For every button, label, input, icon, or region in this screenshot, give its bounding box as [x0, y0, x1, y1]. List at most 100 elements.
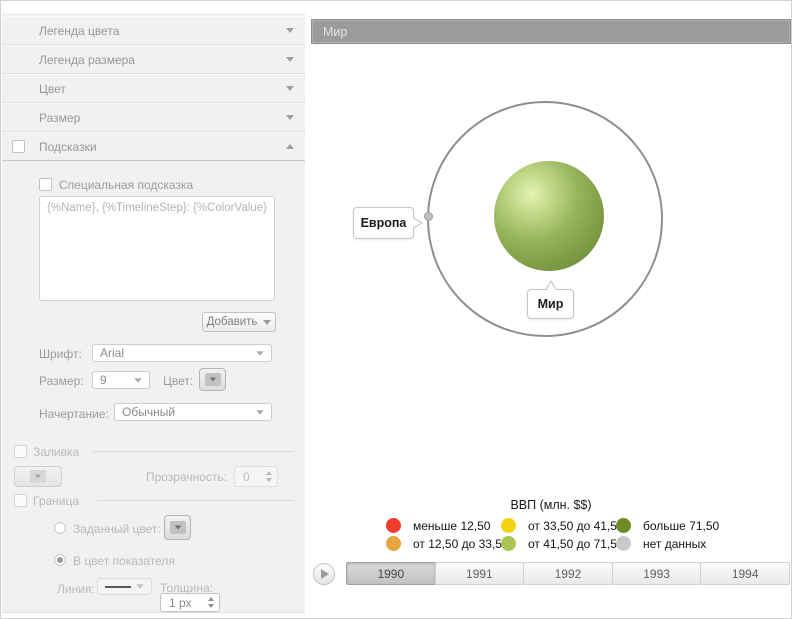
- opacity-value: 0: [243, 469, 250, 484]
- spinner-arrows: [208, 597, 214, 608]
- year-button-1993[interactable]: 1993: [611, 562, 702, 585]
- legend-dot: [501, 536, 516, 551]
- section-size[interactable]: Размер: [2, 103, 305, 132]
- border-divider: [97, 500, 294, 501]
- timeline: 1990 1991 1992 1993 1994: [346, 562, 790, 585]
- chevron-down-icon: [136, 584, 144, 589]
- chart-title-bar: Мир: [311, 19, 791, 44]
- legend-dot: [386, 518, 401, 533]
- legend-label: нет данных: [643, 537, 707, 551]
- fill-checkbox[interactable]: [14, 445, 27, 458]
- font-color-label: Цвет:: [163, 374, 194, 388]
- legend-label: больше 71,50: [643, 519, 720, 533]
- section-color-legend[interactable]: Легенда цвета: [2, 16, 305, 45]
- fill-divider: [92, 451, 294, 452]
- settings-panel: Легенда цвета Легенда размера Цвет Разме…: [2, 13, 305, 613]
- color-swatch: [30, 470, 46, 483]
- thickness-value: 1 px: [169, 595, 192, 610]
- legend-dot: [616, 536, 631, 551]
- spinner-down-icon[interactable]: [266, 478, 272, 482]
- chevron-down-icon: [256, 350, 264, 356]
- special-tooltip-label: Специальная подсказка: [59, 178, 194, 192]
- chevron-down-icon: [286, 28, 294, 33]
- custom-color-label: Заданный цвет:: [73, 522, 161, 536]
- opacity-label: Прозрачность:: [145, 470, 227, 484]
- section-label: Подсказки: [39, 139, 97, 154]
- opacity-spinner[interactable]: 0: [234, 466, 278, 487]
- europe-callout-label: Европа: [360, 216, 407, 230]
- border-checkbox[interactable]: [14, 494, 27, 507]
- indicator-color-radio[interactable]: [54, 554, 66, 566]
- world-callout[interactable]: Мир: [527, 280, 574, 319]
- section-size-legend[interactable]: Легенда размера: [2, 45, 305, 74]
- legend-label: меньше 12,50: [413, 519, 491, 533]
- europe-anchor-dot[interactable]: [424, 212, 433, 221]
- chevron-down-icon: [209, 377, 216, 382]
- world-callout-label: Мир: [537, 297, 564, 311]
- play-icon: [321, 569, 329, 579]
- font-select[interactable]: Arial: [92, 344, 272, 362]
- tooltips-checkbox[interactable]: [12, 140, 25, 153]
- spinner-up-icon[interactable]: [208, 597, 214, 601]
- legend-label: от 41,50 до 71,50: [528, 537, 624, 551]
- font-style-select[interactable]: Обычный: [114, 403, 272, 421]
- font-style-label: Начертание:: [39, 407, 109, 421]
- legend-dot: [501, 518, 516, 533]
- section-label: Легенда цвета: [39, 23, 120, 38]
- line-sample-icon: [105, 585, 131, 588]
- add-button-label: Добавить: [206, 316, 258, 328]
- font-size-label: Размер:: [39, 374, 84, 388]
- tooltip-template-input[interactable]: {%Name}, {%TimelineStep}: {%ColorValue}: [39, 196, 275, 301]
- europe-callout[interactable]: Европа: [353, 207, 423, 239]
- chevron-up-icon: [286, 144, 294, 149]
- add-button[interactable]: Добавить: [202, 312, 276, 332]
- font-size-select[interactable]: 9: [92, 371, 150, 389]
- chart-title: Мир: [323, 24, 348, 39]
- color-swatch: [169, 521, 186, 534]
- special-tooltip-checkbox[interactable]: [39, 178, 52, 191]
- section-tooltips[interactable]: Подсказки: [2, 132, 305, 161]
- section-label: Размер: [39, 110, 81, 125]
- section-color[interactable]: Цвет: [2, 74, 305, 103]
- chevron-down-icon: [256, 409, 264, 415]
- legend-title: ВВП (млн. $$): [510, 498, 592, 512]
- legend-dot: [616, 518, 631, 533]
- chevron-down-icon: [286, 57, 294, 62]
- chevron-down-icon: [286, 86, 294, 91]
- chevron-down-icon: [286, 115, 294, 120]
- chevron-down-icon: [134, 377, 142, 383]
- color-swatch: [204, 373, 221, 386]
- line-style-select[interactable]: [97, 578, 152, 595]
- font-label: Шрифт:: [39, 347, 82, 361]
- world-bubble[interactable]: [494, 161, 604, 271]
- font-color-button[interactable]: [199, 368, 226, 391]
- font-style-value: Обычный: [122, 405, 176, 419]
- legend-dot: [386, 536, 401, 551]
- thickness-spinner[interactable]: 1 px: [160, 593, 220, 612]
- year-button-1994[interactable]: 1994: [700, 562, 790, 585]
- spinner-up-icon[interactable]: [266, 471, 272, 475]
- spinner-arrows: [266, 471, 272, 482]
- fill-label: Заливка: [33, 445, 80, 459]
- font-select-value: Arial: [100, 346, 125, 360]
- border-color-button[interactable]: [164, 515, 191, 540]
- year-button-1991[interactable]: 1991: [434, 562, 525, 585]
- chevron-down-icon: [174, 525, 181, 530]
- chevron-down-icon: [263, 319, 272, 325]
- play-button[interactable]: [313, 563, 335, 585]
- custom-color-radio[interactable]: [54, 522, 66, 534]
- section-label: Легенда размера: [39, 52, 135, 67]
- thickness-label: Толщина:: [160, 581, 214, 595]
- font-size-value: 9: [100, 373, 107, 387]
- year-button-1992[interactable]: 1992: [523, 562, 613, 585]
- legend-label: от 33,50 до 41,50: [528, 519, 624, 533]
- border-label: Граница: [33, 494, 80, 508]
- indicator-color-label: В цвет показателя: [73, 554, 175, 568]
- legend-label: от 12,50 до 33,50: [413, 537, 509, 551]
- spinner-down-icon[interactable]: [208, 604, 214, 608]
- line-label: Линия:: [57, 582, 95, 596]
- year-button-1990[interactable]: 1990: [346, 562, 436, 585]
- chevron-down-icon: [34, 474, 42, 479]
- fill-color-button[interactable]: [14, 466, 62, 487]
